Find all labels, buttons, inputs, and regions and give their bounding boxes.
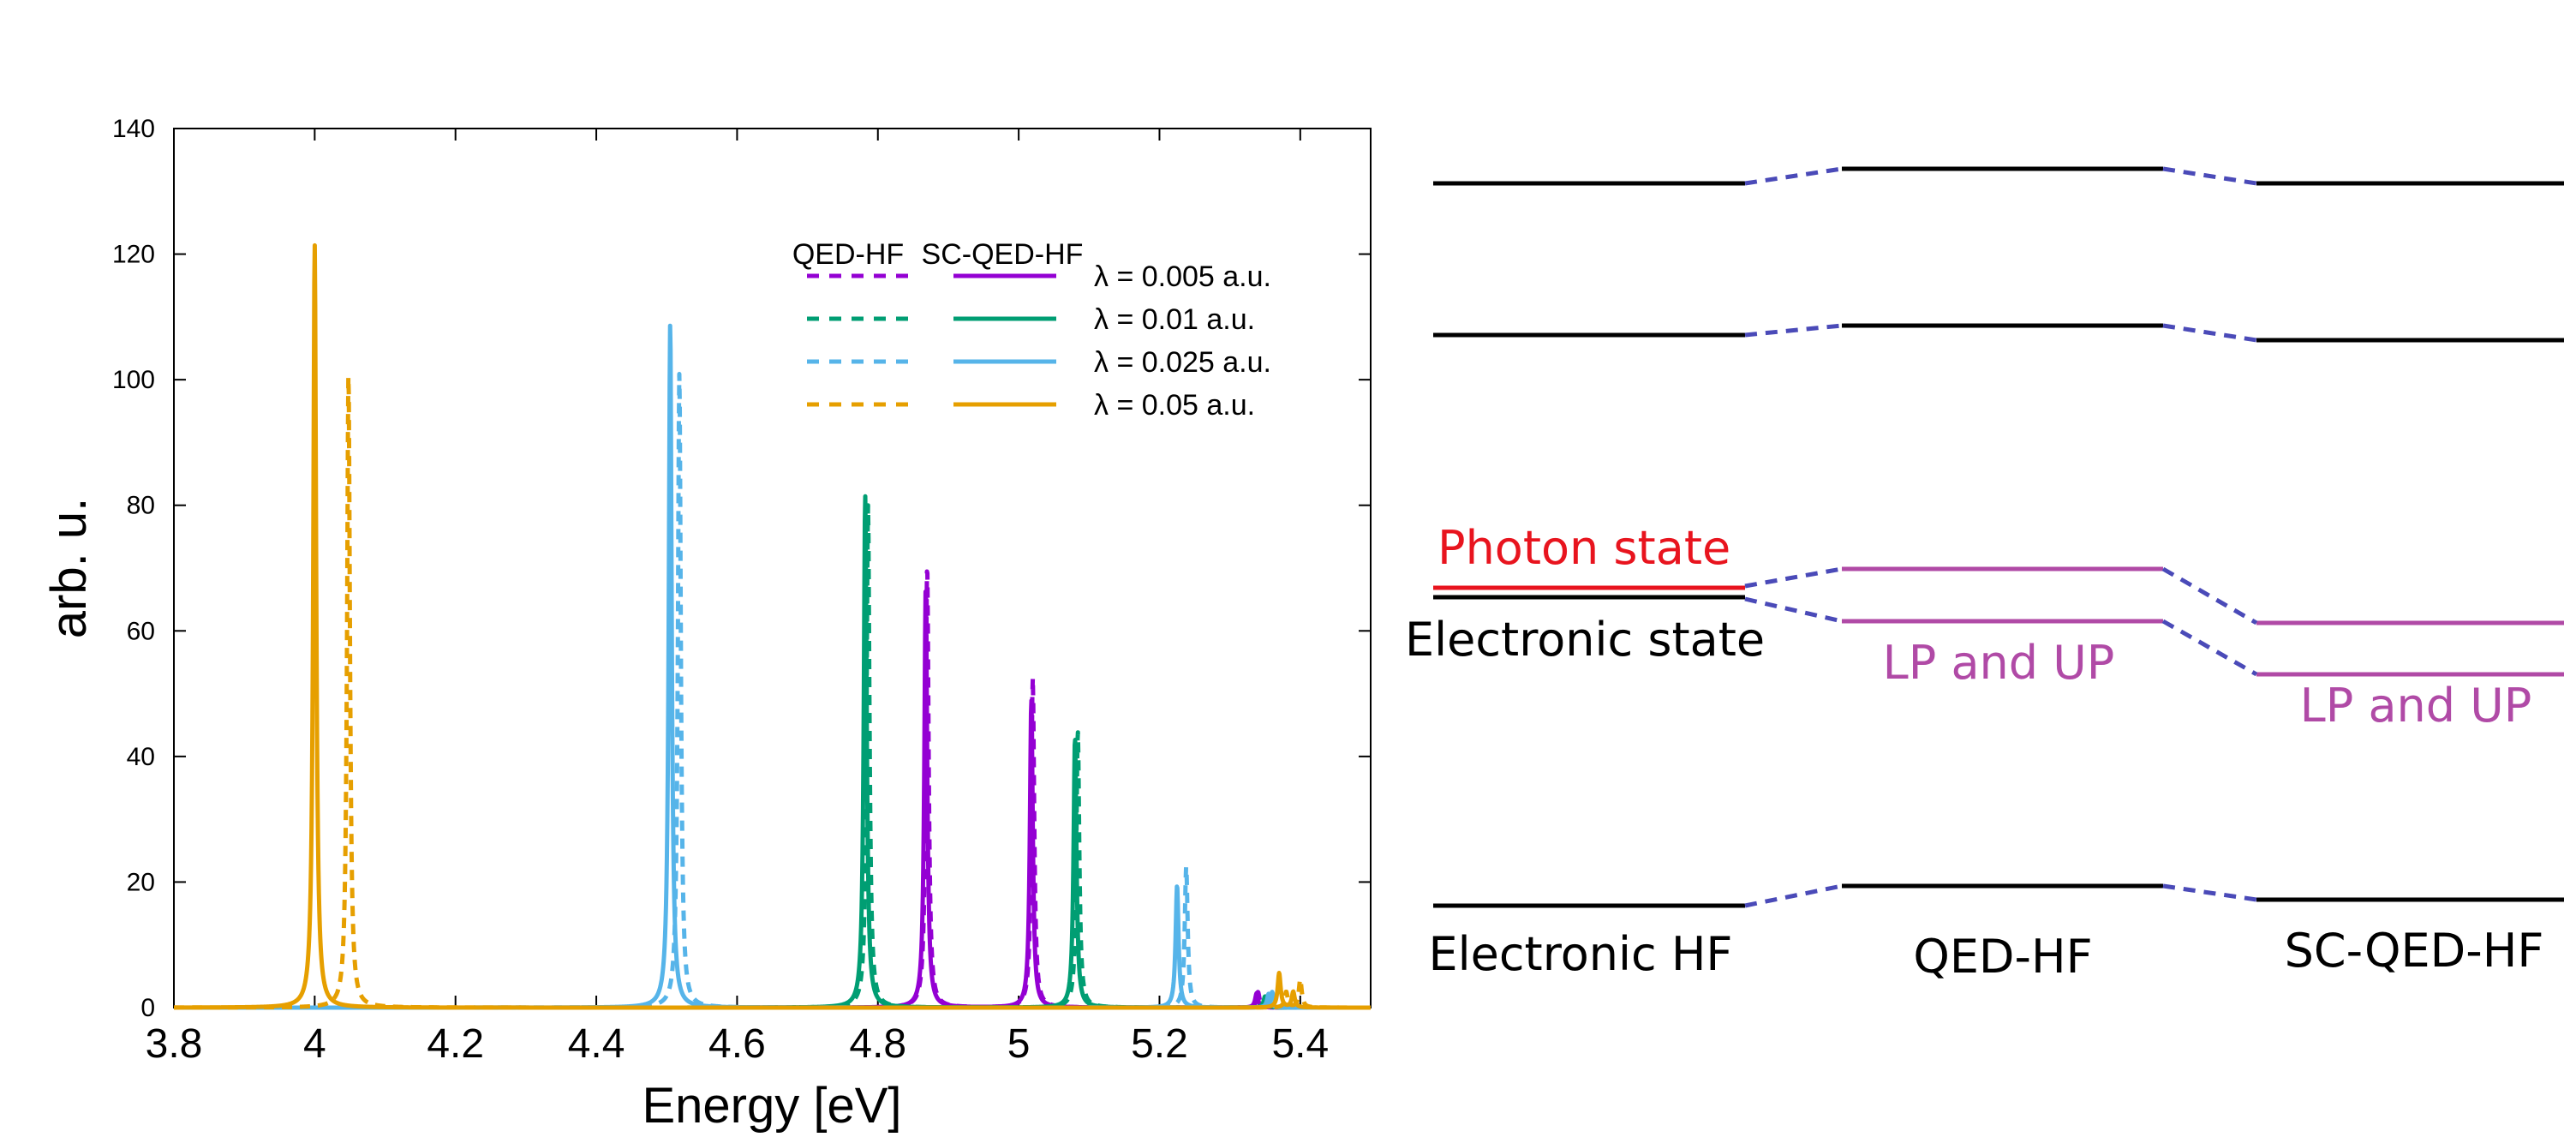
connector	[2162, 166, 2257, 186]
x-axis-ticks: 3.8 4 4.2 4.4 4.6 4.8 5 5.2 5.4	[146, 129, 1329, 1067]
x-tick-label: 4.8	[849, 1021, 906, 1067]
x-axis-title: Energy [eV]	[642, 1078, 901, 1134]
label-lp-up-qedhf: LP and UP	[1883, 636, 2115, 690]
column-label-qedhf: QED-HF	[1913, 930, 2092, 984]
spectrum-chart: 0 20 40 60 80 100 120 140 3.8 4 4.2 4.4 4.6 4.8 5 5.2 5…	[41, 115, 1372, 1134]
series-sc-qed-hf-orange	[172, 242, 1372, 1010]
column-label-electronic-hf: Electronic HF	[1428, 927, 1732, 981]
y-tick-label: 80	[127, 492, 155, 520]
series-layer	[172, 242, 1372, 1010]
label-lp-up-scqedhf: LP and UP	[2300, 679, 2532, 733]
x-tick-label: 4	[303, 1021, 326, 1067]
y-axis-title: arb. u.	[41, 498, 97, 638]
column-label-scqedhf: SC-QED-HF	[2285, 924, 2544, 978]
y-tick-label: 100	[112, 366, 155, 394]
x-tick-label: 4.2	[427, 1021, 484, 1067]
connector	[1744, 883, 1843, 908]
energy-level-diagram: Photon state Electronic state LP and UP …	[1405, 166, 2564, 984]
y-tick-label: 120	[112, 241, 155, 269]
x-tick-label: 4.4	[568, 1021, 625, 1067]
legend-entry: λ = 0.01 a.u.	[1094, 303, 1255, 336]
connector	[1744, 596, 1843, 624]
connector	[2161, 619, 2258, 677]
x-tick-label: 4.6	[708, 1021, 766, 1067]
legend-entry: λ = 0.005 a.u.	[1094, 260, 1271, 293]
connector	[2162, 323, 2257, 343]
connector	[1744, 566, 1843, 589]
legend-entry: λ = 0.025 a.u.	[1094, 346, 1271, 379]
y-tick-label: 40	[127, 743, 155, 771]
legend-header-qedhf: QED-HF	[792, 238, 904, 271]
connector	[1744, 323, 1843, 338]
series-sc-qed-hf-blue	[172, 323, 1372, 1010]
legend: QED-HF SC-QED-HF λ = 0.005 a.u. λ = 0.01 …	[792, 238, 1271, 422]
label-electronic-state: Electronic state	[1405, 613, 1765, 667]
connector	[2161, 566, 2258, 625]
connector	[2162, 883, 2257, 902]
y-tick-label: 0	[140, 994, 155, 1022]
legend-header-scqedhf: SC-QED-HF	[922, 238, 1084, 271]
y-tick-label: 140	[112, 115, 155, 143]
label-photon-state: Photon state	[1437, 521, 1730, 575]
y-axis-ticks: 0 20 40 60 80 100 120 140	[112, 115, 1371, 1022]
connector	[1744, 166, 1843, 186]
x-tick-label: 5	[1007, 1021, 1031, 1067]
x-tick-label: 5.2	[1131, 1021, 1188, 1067]
series-qed-hf-orange	[172, 374, 1372, 1010]
x-tick-label: 5.4	[1271, 1021, 1329, 1067]
legend-entry: λ = 0.05 a.u.	[1094, 389, 1255, 422]
y-tick-label: 60	[127, 617, 155, 645]
y-tick-label: 20	[127, 868, 155, 896]
x-tick-label: 3.8	[146, 1021, 203, 1067]
